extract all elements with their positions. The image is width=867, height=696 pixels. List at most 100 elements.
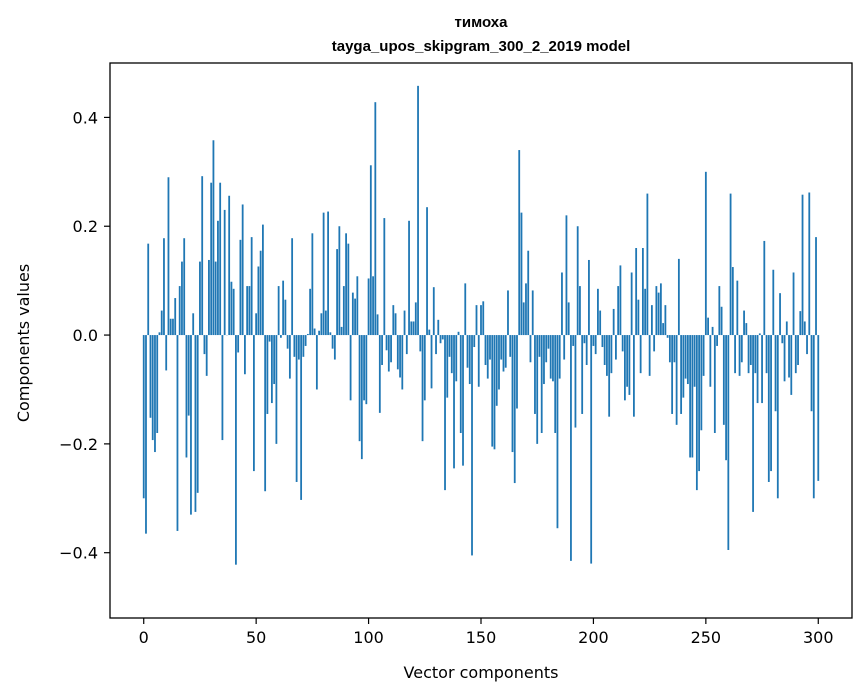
bar-290: [794, 335, 797, 374]
bar-43: [239, 239, 242, 336]
y-tick-label: 0.0: [73, 326, 98, 345]
bar-143: [464, 283, 467, 336]
bar-289: [792, 272, 795, 336]
bar-44: [241, 204, 244, 336]
bar-280: [772, 269, 775, 336]
bar-189: [567, 302, 570, 336]
bar-149: [477, 335, 480, 387]
bar-110: [390, 335, 392, 363]
bar-251: [707, 317, 709, 336]
bar-254: [713, 335, 716, 433]
bar-218: [633, 335, 635, 417]
bar-70: [300, 335, 303, 500]
bar-99: [365, 335, 368, 405]
bar-238: [677, 258, 680, 336]
bar-46: [246, 286, 249, 336]
x-axis-ticks: 0 50 100 150 200 250 300: [139, 618, 834, 647]
bar-187: [563, 335, 566, 360]
bar-261: [729, 193, 732, 336]
bar-29: [208, 259, 210, 336]
bar-220: [637, 299, 640, 336]
bar-14: [174, 298, 177, 336]
bar-243: [689, 335, 692, 458]
bar-213: [621, 335, 624, 352]
bar-296: [808, 192, 811, 336]
bar-108: [385, 335, 388, 351]
bar-181: [549, 335, 552, 379]
bar-204: [601, 335, 604, 348]
bar-174: [534, 335, 536, 414]
bar-116: [403, 310, 406, 336]
bar-64: [286, 335, 289, 349]
x-axis-label: Vector components: [404, 663, 559, 682]
bar-166: [516, 335, 518, 409]
bar-98: [363, 335, 365, 401]
bar-197: [585, 335, 588, 365]
bar-82: [327, 211, 329, 336]
bar-195: [581, 335, 584, 414]
bar-0: [142, 335, 145, 499]
bar-168: [520, 212, 523, 336]
bar-291: [797, 335, 799, 365]
bar-65: [288, 335, 291, 379]
bar-183: [554, 335, 557, 433]
bar-series: [142, 85, 820, 565]
bar-196: [583, 335, 586, 344]
bar-146: [471, 335, 473, 556]
bar-162: [507, 290, 509, 336]
bar-245: [693, 335, 696, 387]
bar-24: [196, 335, 199, 493]
bar-7: [158, 332, 161, 336]
bar-163: [509, 335, 512, 357]
bar-155: [491, 335, 494, 447]
bar-121: [414, 302, 417, 336]
bar-242: [686, 335, 689, 385]
bar-127: [428, 329, 431, 336]
bar-272: [754, 335, 757, 374]
bar-292: [799, 311, 802, 336]
chart-subtitle: tayga_upos_skipgram_300_2_2019 model: [332, 38, 631, 55]
bar-36: [223, 209, 226, 336]
bar-152: [484, 335, 487, 365]
bar-26: [201, 176, 204, 336]
bar-48: [250, 237, 253, 336]
bar-72: [304, 335, 307, 346]
bar-13: [172, 318, 174, 336]
bar-9: [163, 238, 165, 336]
bar-73: [306, 333, 309, 336]
bar-42: [237, 335, 240, 353]
bar-255: [716, 335, 718, 346]
bar-115: [401, 335, 404, 390]
bar-53: [262, 224, 264, 336]
bar-51: [257, 266, 260, 336]
bar-276: [763, 240, 766, 336]
bar-180: [547, 335, 550, 349]
bar-295: [806, 335, 808, 355]
bar-231: [662, 323, 665, 336]
bar-12: [169, 318, 172, 336]
bar-192: [574, 335, 577, 428]
bar-164: [511, 335, 514, 453]
bar-150: [480, 305, 482, 336]
bar-182: [552, 335, 554, 382]
bar-173: [531, 290, 534, 336]
bar-76: [313, 328, 316, 336]
bar-139: [455, 335, 458, 382]
bar-161: [504, 335, 507, 368]
bar-153: [486, 335, 489, 379]
bar-227: [653, 335, 656, 352]
bar-107: [383, 218, 386, 336]
bar-60: [277, 286, 280, 336]
bar-175: [536, 335, 539, 444]
bar-135: [446, 335, 449, 398]
bar-90: [345, 233, 347, 336]
bar-138: [453, 335, 455, 469]
bar-100: [367, 278, 370, 336]
bar-271: [752, 335, 754, 512]
bar-264: [736, 280, 739, 336]
bar-5: [154, 335, 156, 453]
bar-257: [720, 306, 723, 336]
bar-244: [691, 335, 694, 458]
bar-81: [324, 310, 327, 336]
bar-239: [680, 335, 683, 414]
